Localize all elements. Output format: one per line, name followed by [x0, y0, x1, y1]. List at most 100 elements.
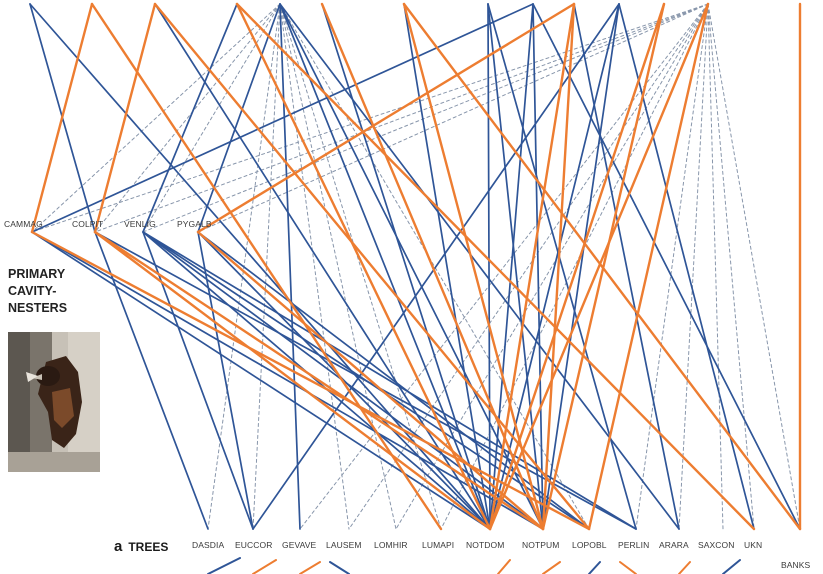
lower-panel-link: [678, 561, 691, 574]
orange-link: [402, 2, 802, 531]
orange-link: [196, 2, 576, 234]
lower-panel-link: [619, 561, 637, 574]
blue-link: [94, 231, 209, 530]
blue-link: [489, 3, 534, 530]
orange-link: [90, 2, 443, 531]
lower-panel-link: [207, 557, 241, 574]
tree-node-label-notdom: NOTDOM: [466, 540, 505, 550]
orange-link: [541, 2, 576, 531]
dashed-link: [94, 3, 281, 233]
primary-cavity-nesters-title: PRIMARY CAVITY- NESTERS: [8, 266, 98, 317]
orange-link: [235, 2, 492, 531]
blue-link: [142, 231, 491, 530]
dashed-link: [279, 3, 590, 530]
blue-link: [142, 231, 254, 530]
lower-panel-link: [299, 561, 321, 574]
tree-node-label-euccor: EUCCOR: [235, 540, 273, 550]
title-line-1: PRIMARY: [8, 267, 66, 281]
lower-panel-link: [588, 561, 601, 574]
orange-link: [320, 2, 545, 531]
blue-link: [142, 231, 590, 530]
trees-word: TREES: [128, 540, 169, 554]
lower-panel-link: [722, 559, 741, 574]
blue-link: [29, 3, 491, 530]
tree-node-label-gevave: GEVAVE: [282, 540, 317, 550]
blue-link: [618, 3, 755, 530]
dashed-link: [197, 3, 709, 233]
lower-panel-link: [497, 559, 511, 574]
tree-node-label-ukn: UKN: [744, 540, 763, 550]
dashed-link: [252, 3, 281, 530]
primary-node-label-venlig: VENLIG: [124, 219, 156, 229]
blue-link: [197, 231, 590, 530]
tree-node-label-banks: BANKS: [781, 560, 811, 570]
woodpecker-photo: [8, 332, 100, 472]
dashed-link: [299, 3, 709, 530]
dashed-link: [279, 3, 350, 530]
primary-node-label-pygalb: PYGALB: [177, 219, 212, 229]
blue-link: [197, 3, 281, 233]
primary-node-label-colpit: COLPIT: [72, 219, 104, 229]
tree-node-label-perlin: PERLIN: [618, 540, 650, 550]
blue-link: [489, 3, 620, 530]
blue-link: [142, 3, 238, 233]
tree-node-label-arara: ARARA: [659, 540, 689, 550]
tree-node-label-lausem: LAUSEM: [326, 540, 362, 550]
orange-link: [153, 2, 591, 531]
panel-letter: a: [114, 538, 123, 555]
blue-link: [197, 231, 491, 530]
lower-panel-link: [329, 561, 350, 574]
dashed-link: [279, 3, 397, 530]
blue-link: [321, 3, 491, 530]
blue-link: [403, 3, 491, 530]
blue-link: [542, 3, 620, 530]
tree-node-label-notpum: NOTPUM: [522, 540, 560, 550]
orange-link: [587, 2, 710, 531]
blue-link: [31, 231, 491, 530]
tree-node-label-dasdia: DASDIA: [192, 540, 225, 550]
orange-link: [235, 2, 756, 531]
blue-link: [573, 3, 680, 530]
blue-link: [279, 3, 301, 530]
title-line-2: CAVITY-: [8, 284, 57, 298]
tree-node-label-lumapi: LUMAPI: [422, 540, 455, 550]
dashed-link: [395, 3, 709, 530]
blue-link: [279, 3, 491, 530]
blue-link: [154, 3, 491, 530]
dashed-link: [142, 3, 281, 233]
blue-link: [252, 3, 620, 530]
orange-link: [30, 2, 94, 234]
blue-link: [279, 3, 680, 530]
trees-heading: a TREES: [114, 538, 168, 556]
orange-link: [488, 2, 710, 531]
dashed-link: [707, 3, 801, 530]
dashed-link: [707, 3, 755, 530]
blue-link: [532, 3, 544, 530]
tree-node-label-saxcon: SAXCON: [698, 540, 735, 550]
orange-link: [488, 2, 576, 531]
dashed-link: [440, 3, 709, 530]
tree-node-label-lomhir: LOMHIR: [374, 540, 408, 550]
dashed-link: [94, 3, 709, 233]
orange-link: [93, 2, 157, 234]
dashed-link: [678, 3, 709, 530]
blue-link: [487, 3, 491, 530]
dashed-link: [31, 3, 281, 233]
primary-node-label-cammag: CAMMAG: [4, 219, 43, 229]
lower-panel-link: [252, 559, 277, 574]
orange-link: [93, 230, 492, 531]
orange-link: [196, 230, 545, 531]
blue-link: [487, 3, 544, 530]
lower-panel-link: [542, 561, 561, 574]
title-line-3: NESTERS: [8, 301, 68, 315]
orange-link: [488, 2, 666, 531]
blue-link: [31, 3, 534, 233]
blue-link: [487, 3, 637, 530]
dashed-link: [635, 3, 709, 530]
dashed-link: [348, 3, 709, 530]
blue-link: [532, 3, 801, 530]
dashed-link: [707, 3, 724, 530]
orange-link: [93, 230, 545, 531]
orange-link: [30, 230, 591, 531]
